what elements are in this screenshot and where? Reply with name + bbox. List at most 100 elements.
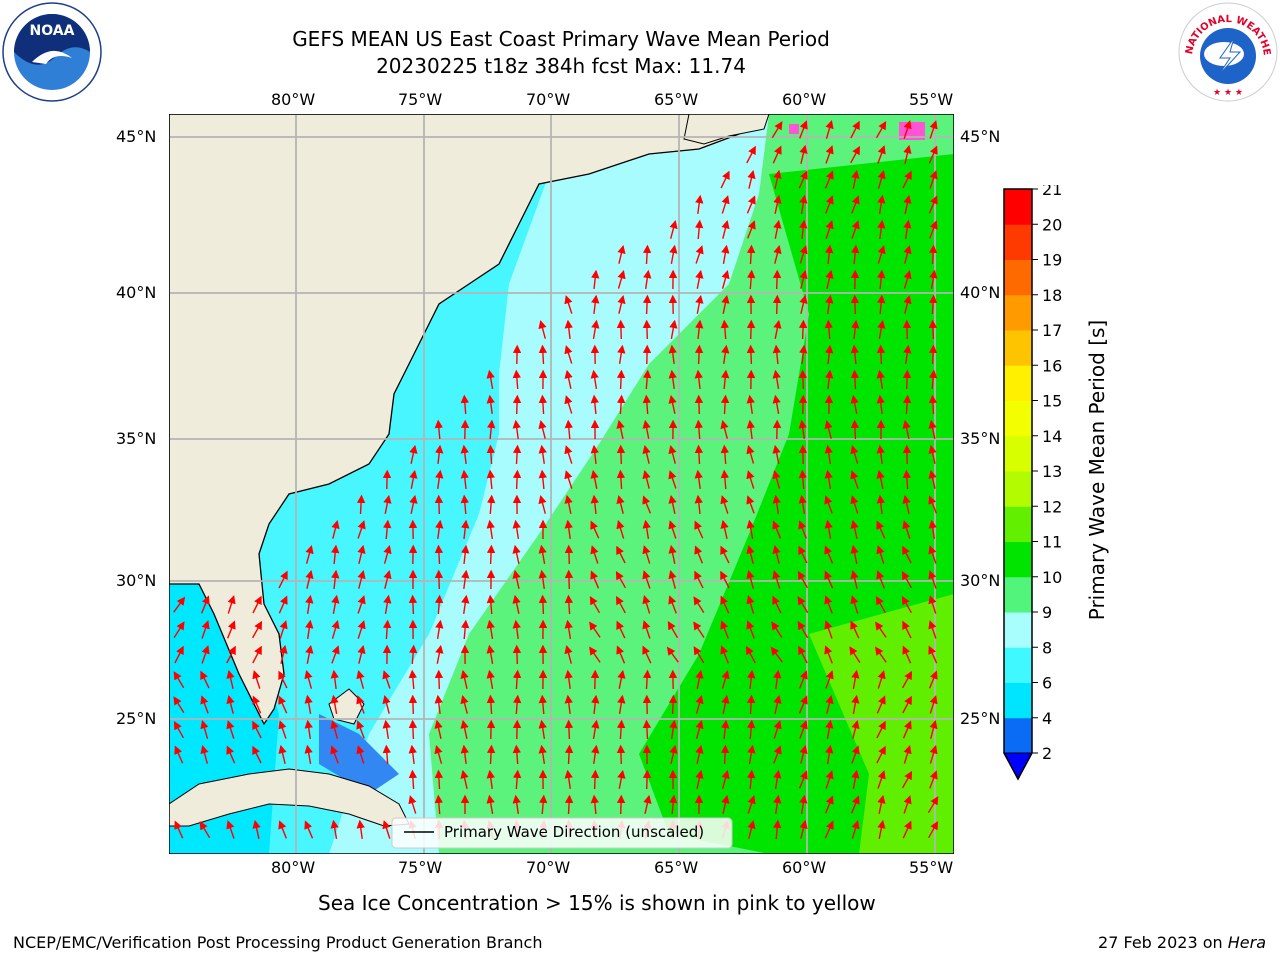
wave-direction-arrow (772, 544, 781, 564)
wave-direction-arrow (825, 719, 834, 740)
legend-label: Primary Wave Direction (unscaled) (444, 823, 704, 841)
wave-direction-arrow (201, 620, 210, 639)
wave-direction-arrow (226, 820, 235, 839)
wave-direction-arrow (564, 619, 573, 640)
wave-direction-arrow (382, 670, 391, 689)
wave-direction-arrow (486, 519, 495, 540)
wave-direction-arrow (460, 619, 470, 640)
wave-direction-arrow (591, 719, 600, 740)
wave-direction-arrow (901, 595, 913, 614)
wave-direction-arrow (928, 195, 938, 214)
wave-direction-arrow (851, 669, 860, 690)
svg-text:★ ★ ★: ★ ★ ★ (1213, 88, 1243, 98)
wave-direction-arrow (642, 669, 652, 690)
wave-direction-arrow (928, 369, 938, 390)
wave-direction-arrow (486, 594, 496, 615)
wave-direction-arrow (512, 694, 522, 715)
wave-direction-arrow (668, 520, 677, 539)
wave-direction-arrow (928, 519, 937, 540)
sea-ice-patch (789, 124, 799, 134)
wave-direction-arrow (564, 719, 574, 740)
wave-direction-arrow (512, 519, 521, 540)
wave-direction-arrow (486, 669, 495, 690)
wave-direction-arrow (538, 394, 548, 415)
wave-direction-arrow (773, 769, 782, 790)
lat-label-right-30n: 30°N (960, 571, 1001, 590)
wave-direction-arrow (824, 795, 834, 814)
wave-direction-arrow (408, 769, 418, 790)
wave-direction-arrow (824, 495, 833, 514)
wave-direction-arrow (798, 419, 807, 440)
colorbar-tick-label: 4 (1042, 709, 1052, 728)
wave-direction-arrow (330, 745, 339, 764)
wave-direction-arrow (538, 594, 548, 615)
wave-direction-arrow (564, 544, 574, 565)
wave-direction-arrow (226, 745, 236, 764)
wave-direction-arrow (694, 520, 704, 539)
wave-direction-arrow (642, 469, 651, 489)
wave-direction-arrow (486, 744, 496, 765)
wave-direction-arrow (798, 770, 808, 789)
wave-direction-arrow (434, 594, 444, 615)
wave-direction-arrow (875, 595, 887, 614)
wave-direction-arrow (799, 144, 808, 164)
wave-direction-arrow (773, 194, 782, 214)
wave-direction-arrow (824, 645, 833, 664)
wave-direction-arrow (695, 694, 704, 714)
wave-direction-arrow (799, 744, 808, 764)
wave-direction-arrow (408, 694, 418, 715)
wave-direction-arrow (824, 570, 834, 589)
wave-direction-arrow (382, 719, 391, 740)
wave-direction-arrow (773, 794, 782, 815)
wave-direction-arrow (617, 694, 626, 715)
wave-direction-arrow (902, 695, 912, 714)
wave-direction-arrow (590, 570, 600, 589)
wave-direction-arrow (616, 419, 625, 439)
wave-direction-arrow (278, 744, 287, 764)
wave-direction-arrow (666, 646, 679, 663)
wave-direction-arrow (564, 519, 573, 539)
wave-direction-arrow (746, 470, 755, 489)
wave-direction-arrow (617, 344, 626, 365)
wave-direction-arrow (434, 694, 443, 714)
wave-direction-arrow (824, 319, 834, 340)
wave-direction-arrow (902, 394, 912, 415)
wave-direction-arrow (461, 594, 470, 615)
wave-direction-arrow (486, 369, 495, 390)
wave-direction-arrow (226, 645, 236, 664)
colorbar-label: Primary Wave Mean Period [s] (1085, 319, 1109, 621)
wave-direction-arrow (850, 495, 859, 514)
wave-direction-arrow (721, 344, 730, 365)
wave-direction-arrow (486, 769, 495, 789)
wave-direction-arrow (408, 644, 418, 665)
wave-direction-arrow (512, 369, 522, 390)
wave-direction-arrow (720, 570, 730, 589)
sea-ice-caption: Sea Ice Concentration > 15% is shown in … (318, 891, 876, 915)
wave-direction-arrow (383, 494, 392, 514)
lon-label-top-60w: 60°W (782, 90, 827, 109)
wave-direction-arrow (720, 495, 729, 514)
wave-direction-arrow (903, 120, 912, 139)
colorbar-tick-label: 10 (1042, 568, 1062, 587)
colorbar-cell (1004, 541, 1032, 578)
wave-direction-arrow (851, 195, 860, 214)
wave-direction-arrow (668, 444, 677, 464)
colorbar-tick-label: 17 (1042, 321, 1062, 340)
wave-direction-arrow (901, 770, 913, 789)
wave-direction-arrow (616, 444, 626, 465)
wave-direction-arrow (616, 719, 626, 740)
chart-subtitle: 20230225 t18z 384h fcst Max: 11.74 (376, 54, 746, 78)
wave-direction-arrow (797, 620, 809, 639)
wave-direction-arrow (695, 669, 704, 689)
wave-direction-arrow (720, 319, 730, 340)
wave-direction-arrow (200, 744, 209, 764)
wave-direction-arrow (746, 145, 756, 164)
wave-direction-arrow (720, 419, 729, 439)
lat-label-left-30n: 30°N (116, 571, 157, 590)
wave-direction-arrow (564, 345, 573, 364)
wave-direction-arrow (642, 595, 651, 614)
wave-direction-arrow (928, 294, 938, 315)
wave-direction-arrow (694, 369, 703, 389)
wave-direction-arrow (798, 170, 808, 189)
wave-direction-arrow (772, 294, 782, 315)
